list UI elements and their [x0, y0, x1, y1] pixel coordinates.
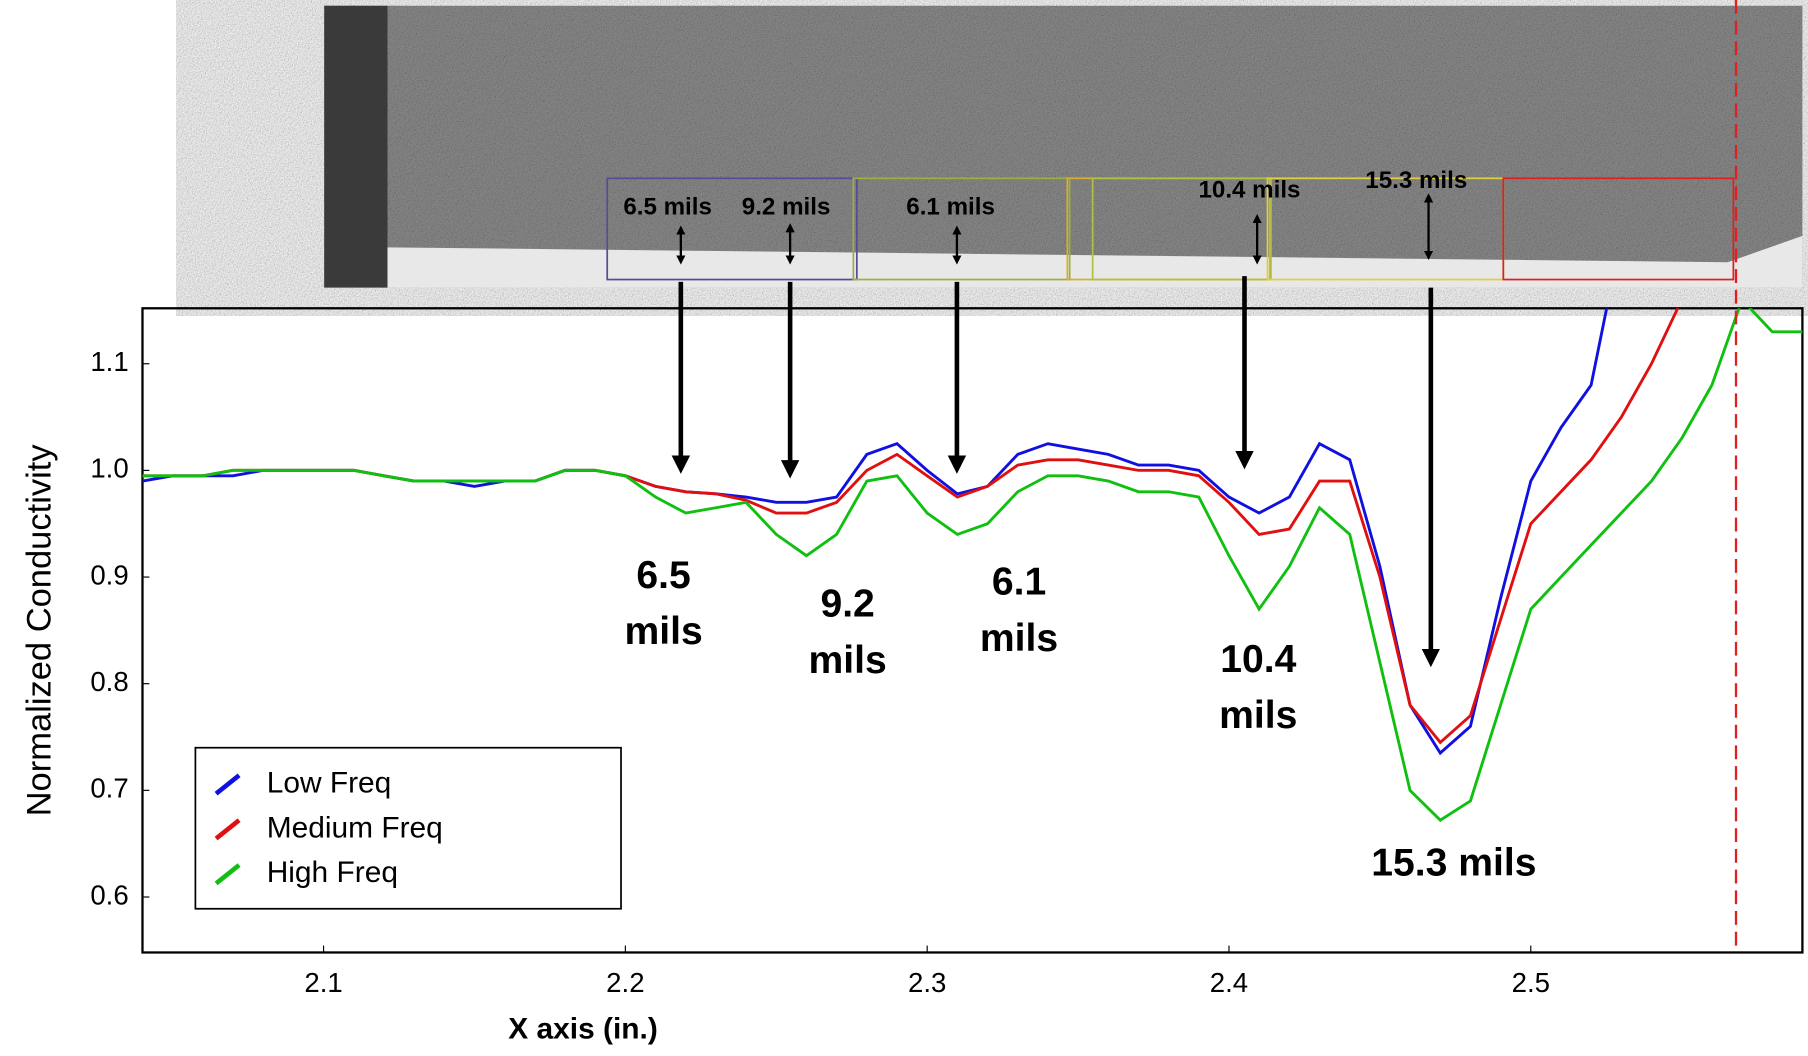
image-label: 6.5 mils: [623, 194, 712, 221]
x-tick-label: 2.3: [908, 967, 946, 998]
y-tick-label: 0.7: [90, 773, 128, 804]
y-tick-label: 1.1: [90, 346, 128, 377]
annotation: mils: [809, 639, 887, 682]
annotation: mils: [1219, 694, 1297, 737]
annotation: 15.3 mils: [1371, 841, 1536, 884]
series-line: [142, 300, 1681, 743]
x-tick-label: 2.4: [1210, 967, 1248, 998]
y-tick-label: 0.9: [90, 559, 128, 590]
image-label: 9.2 mils: [742, 194, 831, 221]
annotation: 6.1: [992, 561, 1046, 604]
x-tick-label: 2.2: [606, 967, 644, 998]
image-label: 10.4 mils: [1198, 176, 1300, 203]
annotation: mils: [624, 610, 702, 653]
annotation: 9.2: [820, 583, 874, 626]
legend-label: Low Freq: [267, 766, 392, 799]
micrograph: [324, 6, 1802, 288]
plot-area: [142, 236, 1802, 820]
y-tick-label: 1.0: [90, 453, 128, 484]
legend-label: Medium Freq: [267, 811, 443, 844]
legend-label: High Freq: [267, 856, 398, 889]
annotation: mils: [980, 617, 1058, 660]
x-axis-label: X axis (in.): [508, 1013, 658, 1046]
chart: X axis (in.) Normalized Conductivity 0.6…: [0, 0, 1808, 1056]
x-tick-label: 2.1: [304, 967, 342, 998]
annotation: 10.4: [1220, 638, 1296, 681]
image-label: 15.3 mils: [1365, 167, 1467, 194]
x-tick-label: 2.5: [1512, 967, 1550, 998]
y-tick-label: 0.6: [90, 879, 128, 910]
y-tick-label: 0.8: [90, 666, 128, 697]
annotation: 6.5: [636, 554, 690, 597]
image-label: 6.1 mils: [906, 194, 995, 221]
y-axis-label: Normalized Conductivity: [20, 444, 58, 817]
series-line: [142, 300, 1802, 820]
